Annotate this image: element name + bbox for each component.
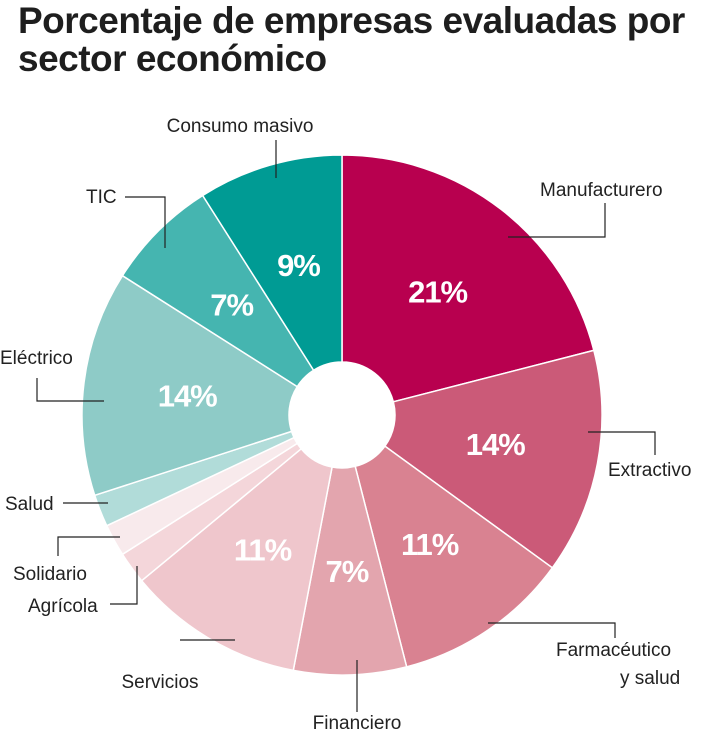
slice-category-label: Solidario: [13, 564, 87, 585]
slice-value-label: 11%: [234, 532, 292, 567]
leader-line: [36, 378, 104, 402]
leader-line: [110, 566, 138, 605]
pie-slice-0: [341, 154, 595, 403]
pie-slice-10: [201, 154, 343, 372]
slice-value-label: 14%: [158, 378, 217, 413]
leader-line: [508, 203, 606, 238]
pie-slice-1: [383, 349, 603, 569]
slice-category-label: Agrícola: [28, 596, 98, 617]
slice-category-label: Eléctrico: [0, 348, 73, 369]
chart-title: Porcentaje de empresas evaluadas por sec…: [18, 0, 685, 79]
slice-category-label: Servicios: [121, 672, 198, 693]
slice-value-label: 14%: [466, 427, 525, 462]
slice-value-label: 7%: [210, 288, 253, 323]
pie-slice-2: [354, 445, 554, 668]
pie-slice-8: [81, 274, 299, 497]
slice-category-label: Financiero: [313, 713, 402, 734]
pie-slice-9: [121, 194, 315, 388]
slice-value-label: 9%: [277, 248, 320, 283]
leader-line: [488, 622, 616, 638]
slice-value-label: 7%: [325, 554, 368, 589]
leader-line: [125, 196, 166, 248]
slice-category-label: TIC: [86, 187, 117, 208]
pie-slice-3: [292, 465, 408, 676]
leader-line: [57, 536, 120, 556]
slice-value-label: 11%: [401, 527, 459, 562]
pie-slice-4: [140, 447, 333, 672]
slice-category-label: Farmacéutico y salud: [556, 640, 680, 689]
leader-line: [588, 431, 656, 455]
slice-category-label: Manufacturero: [540, 180, 663, 201]
slice-category-label: Consumo masivo: [167, 116, 314, 137]
slice-category-label: Salud: [5, 494, 54, 515]
slice-value-label: 21%: [408, 275, 467, 310]
slice-category-label: Extractivo: [608, 460, 691, 481]
